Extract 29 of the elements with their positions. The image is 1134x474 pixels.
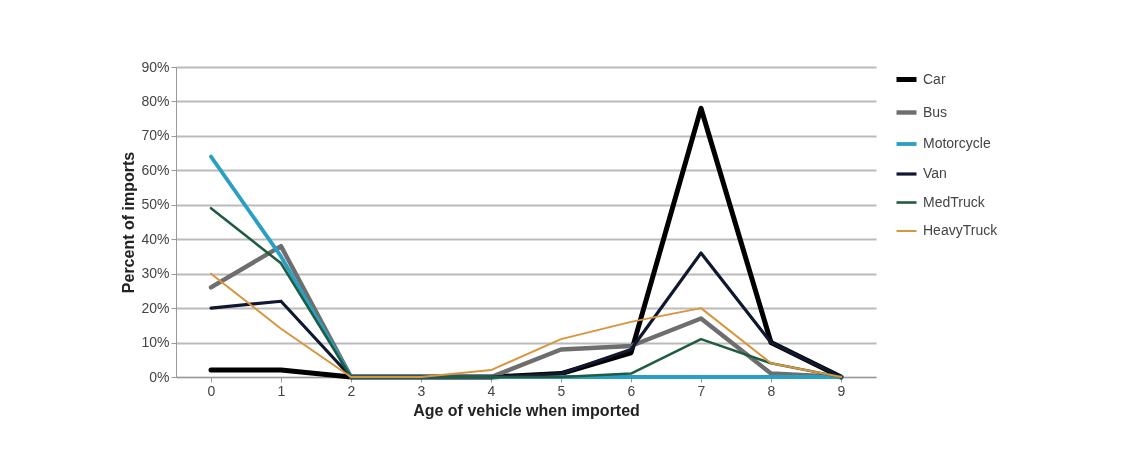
- y-tick-label: 80%: [141, 92, 170, 109]
- y-tick-label: 20%: [141, 299, 170, 316]
- legend-label: Car: [923, 70, 946, 87]
- x-tick-label: 4: [487, 382, 496, 399]
- y-axis-title: Percent of imports: [120, 151, 138, 294]
- x-tick-label: 5: [557, 382, 566, 399]
- y-tick-label: 40%: [141, 230, 170, 247]
- legend-label: Motorcycle: [923, 135, 991, 151]
- x-tick-label: 1: [277, 382, 286, 399]
- x-tick-label: 0: [207, 382, 216, 399]
- x-tick-label: 2: [347, 382, 356, 399]
- y-tick-label: 30%: [141, 265, 170, 282]
- x-tick-label: 6: [627, 382, 636, 399]
- y-tick-label: 60%: [141, 161, 170, 178]
- legend-label: Van: [923, 165, 947, 181]
- x-axis-title: Age of vehicle when imported: [413, 401, 640, 419]
- line-series: [210, 272, 842, 378]
- x-tick-label: 7: [697, 382, 706, 399]
- legend-label: HeavyTruck: [923, 222, 999, 238]
- x-tick-label: 8: [767, 382, 776, 399]
- y-tick-label: 70%: [141, 127, 170, 144]
- x-tick-label: 3: [417, 382, 426, 399]
- x-tick-label: 9: [837, 382, 846, 399]
- y-tick-label: 10%: [141, 334, 170, 351]
- y-tick-label: 0%: [149, 368, 170, 385]
- y-tick-label: 90%: [141, 58, 170, 75]
- legend-label: MedTruck: [923, 193, 986, 210]
- y-tick-label: 50%: [141, 196, 170, 213]
- legend-label: Bus: [923, 103, 948, 120]
